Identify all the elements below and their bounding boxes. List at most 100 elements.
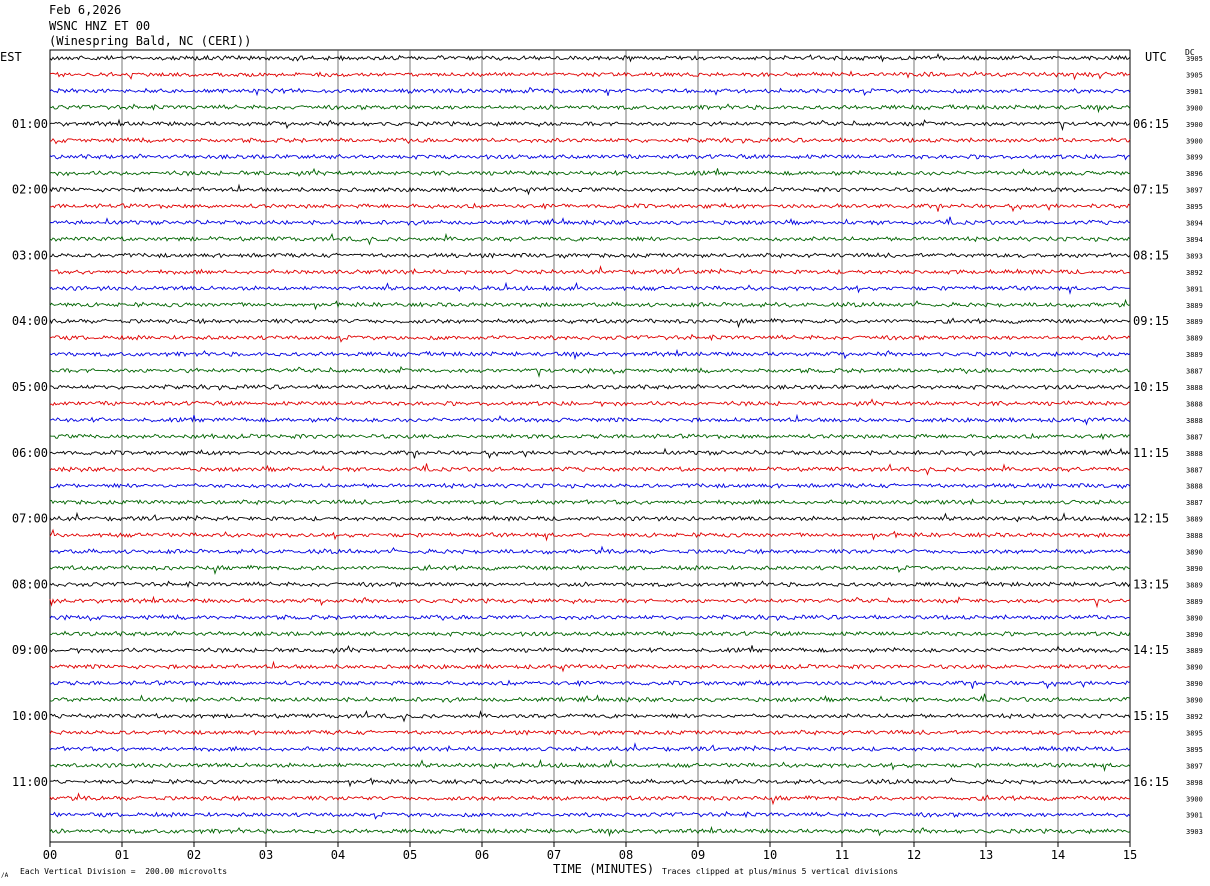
dc-offset-label: 3897 [1186,187,1203,195]
seismic-trace [49,252,1131,259]
corner-mark: /A [1,872,9,879]
dc-offset-label: 3890 [1186,631,1203,639]
seismic-trace [49,709,1131,723]
scale-note: Each Vertical Division = 200.00 microvol… [20,867,228,876]
seismic-trace [49,511,1131,523]
x-axis-title: TIME (MINUTES) [553,862,655,876]
left-hour-label: 02:00 [12,183,48,197]
dc-offset-label: 3892 [1186,269,1203,277]
left-hour-label: 01:00 [12,117,48,131]
seismic-trace [49,613,1131,622]
seismic-trace [49,630,1131,638]
dc-offset-header: DC [1185,48,1195,57]
dc-offset-label: 3888 [1186,384,1203,392]
station-location: (Winespring Bald, NC (CERI)) [49,34,252,48]
x-tick-label: 00 [43,848,57,862]
dc-offset-label: 3899 [1186,154,1203,162]
right-hour-label: 12:15 [1133,512,1169,526]
seismic-trace [49,281,1131,295]
x-tick-label: 07 [547,848,561,862]
seismic-trace [49,463,1131,476]
seismic-trace [49,777,1131,788]
left-hour-label: 03:00 [12,248,48,262]
x-tick-label: 01 [115,848,129,862]
seismic-trace [49,660,1131,673]
seismic-trace [49,265,1131,276]
dc-offset-label: 3890 [1186,549,1203,557]
seismic-trace [49,810,1131,820]
seismic-trace [49,482,1131,490]
right-hour-label: 09:15 [1133,314,1169,328]
seismic-trace [49,644,1131,654]
station-title: WSNC HNZ ET 00 [49,19,151,33]
right-timezone-label: UTC [1145,50,1167,64]
right-hour-label: 10:15 [1133,380,1169,394]
left-timezone-label: EST [0,50,22,64]
seismic-trace [49,580,1131,588]
seismic-trace [49,595,1131,609]
x-tick-label: 09 [691,848,705,862]
dc-offset-label: 3894 [1186,220,1203,228]
dc-offset-label: 3905 [1186,71,1203,79]
left-hour-label: 05:00 [12,380,48,394]
dc-offset-label: 3889 [1186,302,1203,310]
dc-offset-label: 3887 [1186,499,1203,507]
dc-offset-label: 3895 [1186,746,1203,754]
dc-offset-label: 3897 [1186,762,1203,770]
left-hour-label: 06:00 [12,446,48,460]
seismic-trace [49,232,1131,246]
seismic-trace [49,679,1131,690]
seismic-trace [49,792,1131,806]
right-hour-label: 11:15 [1133,446,1169,460]
x-tick-label: 15 [1123,848,1137,862]
seismic-trace [49,86,1131,97]
left-hour-label: 10:00 [12,709,48,723]
dc-offset-label: 3888 [1186,532,1203,540]
dc-offset-label: 3887 [1186,466,1203,474]
dc-offset-label: 3890 [1186,697,1203,705]
seismic-trace [49,167,1131,177]
x-tick-label: 04 [331,848,345,862]
seismic-trace [49,103,1131,114]
seismic-trace [49,70,1131,81]
dc-offset-label: 3889 [1186,581,1203,589]
dc-offset-label: 3889 [1186,351,1203,359]
seismic-trace [49,118,1131,132]
seismic-trace [49,348,1131,361]
seismic-trace [49,383,1131,391]
x-tick-label: 11 [835,848,849,862]
dc-offset-label: 3888 [1186,450,1203,458]
dc-offset-label: 3890 [1186,565,1203,573]
right-hour-label: 07:15 [1133,183,1169,197]
dc-offset-label: 3889 [1186,516,1203,524]
dc-offset-label: 3905 [1186,55,1203,63]
dc-offset-label: 3888 [1186,417,1203,425]
dc-offset-label: 3889 [1186,318,1203,326]
seismic-trace [49,447,1131,459]
right-hour-label: 15:15 [1133,709,1169,723]
x-tick-label: 08 [619,848,633,862]
plot-date: Feb 6,2026 [49,3,122,17]
seismic-trace [49,693,1131,703]
dc-offset-label: 3898 [1186,779,1203,787]
seismic-trace [49,413,1131,426]
seismic-trace [49,729,1131,736]
left-hour-label: 07:00 [12,512,48,526]
seismic-trace [49,742,1131,753]
seismic-trace [49,498,1131,506]
seismic-trace [49,545,1131,555]
seismic-trace [49,52,1131,63]
dc-offset-label: 3903 [1186,828,1203,836]
seismic-trace [49,136,1131,145]
dc-offset-label: 3893 [1186,252,1203,260]
seismic-trace [49,528,1131,542]
seismic-trace [49,398,1131,408]
seismic-trace [49,365,1131,378]
seismic-trace [49,564,1131,575]
seismic-trace [49,216,1131,226]
x-tick-label: 14 [1051,848,1065,862]
x-tick-label: 13 [979,848,993,862]
seismic-trace [49,298,1131,311]
dc-offset-label: 3895 [1186,729,1203,737]
